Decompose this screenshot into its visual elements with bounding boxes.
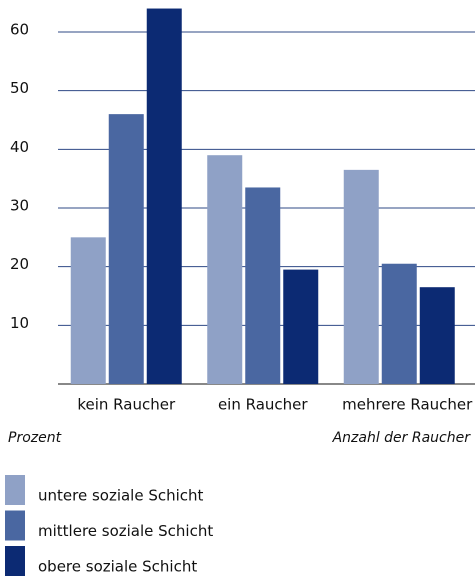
bar: [108, 114, 144, 384]
legend-swatch: [5, 510, 25, 541]
bar: [70, 237, 106, 384]
y-tick-label: 50: [10, 79, 29, 97]
y-tick-label: 30: [10, 197, 29, 215]
x-tick-label: kein Raucher: [77, 396, 176, 414]
legend-swatch: [5, 546, 25, 576]
bar: [419, 287, 455, 384]
y-tick-label: 10: [10, 314, 29, 332]
legend-swatch: [5, 475, 25, 505]
bar: [146, 8, 182, 385]
legend-label: obere soziale Schicht: [38, 558, 197, 576]
bar: [245, 187, 281, 384]
bar: [207, 155, 243, 384]
bar: [343, 169, 379, 384]
y-tick-label: 20: [10, 255, 29, 273]
x-axis-label: Anzahl der Raucher: [332, 430, 472, 446]
bar: [381, 263, 417, 384]
legend-label: untere soziale Schicht: [38, 487, 204, 505]
y-axis-label: Prozent: [8, 430, 62, 446]
x-tick-label: ein Raucher: [218, 396, 308, 414]
legend-label: mittlere soziale Schicht: [38, 522, 213, 540]
y-tick-label: 40: [10, 138, 29, 156]
y-tick-label: 60: [10, 21, 29, 39]
x-tick-label: mehrere Raucher: [342, 396, 473, 414]
bar: [283, 269, 319, 384]
